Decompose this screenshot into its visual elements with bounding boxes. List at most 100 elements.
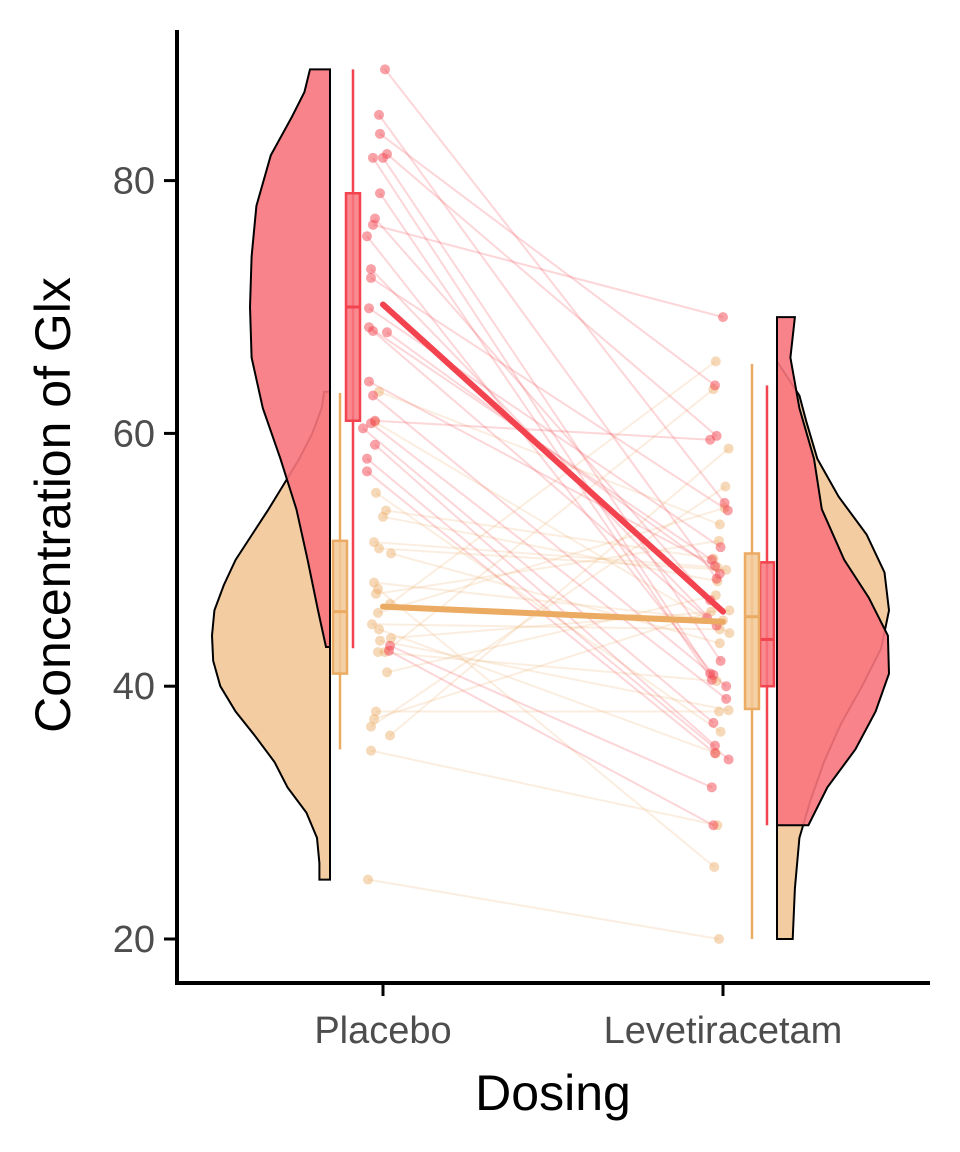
axes-layer (175, 30, 930, 985)
paired-line (378, 114, 718, 580)
data-point-placebo (382, 327, 392, 338)
data-point-placebo (368, 326, 378, 337)
data-point-placebo (366, 272, 376, 283)
paired-line (377, 588, 715, 868)
data-point-placebo (364, 303, 374, 314)
mean-line-orange (380, 603, 726, 625)
paired-line (382, 157, 722, 662)
y-tick-label: 40 (113, 666, 155, 708)
paired-line (373, 541, 718, 569)
paired-line (379, 192, 713, 681)
x-axis-title: Dosing (475, 1065, 631, 1121)
data-point-placebo (363, 874, 373, 885)
y-tick-label: 60 (113, 413, 155, 455)
paired-line (377, 507, 725, 614)
data-point-placebo (368, 152, 378, 163)
points-layer (358, 64, 735, 944)
paired-line (362, 427, 715, 724)
paired-line (374, 419, 711, 441)
data-point-placebo (369, 714, 379, 725)
paired-line (370, 277, 729, 512)
data-point-placebo (371, 706, 381, 717)
data-point-levetiracetam (714, 568, 725, 579)
paired-line (370, 485, 726, 728)
data-point-levetiracetam (714, 638, 725, 649)
x-tick-label: Levetiracetam (604, 1010, 843, 1052)
mean-lines-layer (380, 301, 726, 625)
paired-line (370, 749, 718, 827)
data-point-placebo (373, 607, 383, 618)
data-point-levetiracetam (709, 861, 720, 872)
data-point-placebo (385, 730, 395, 741)
paired-line (372, 330, 708, 619)
data-point-levetiracetam (705, 434, 716, 445)
data-point-levetiracetam (714, 519, 725, 530)
ticks-layer: 20 40 60 80 Placebo Levetiracetam (113, 161, 843, 1052)
data-point-levetiracetam (708, 820, 719, 831)
data-point-levetiracetam (718, 312, 728, 323)
box-body (331, 539, 349, 675)
paired-line (377, 651, 717, 683)
paired-line (374, 217, 711, 601)
data-point-placebo (374, 543, 384, 554)
violins-layer (210, 68, 891, 940)
data-point-placebo (367, 619, 377, 630)
data-point-levetiracetam (710, 740, 720, 751)
data-point-levetiracetam (710, 380, 720, 391)
paired-line (367, 878, 720, 940)
violin-red (248, 68, 331, 649)
data-point-placebo (366, 745, 376, 756)
data-point-levetiracetam (710, 356, 721, 367)
y-tick-label: 20 (113, 919, 155, 961)
data-point-placebo (386, 633, 396, 644)
data-point-levetiracetam (708, 669, 719, 680)
data-point-levetiracetam (715, 655, 726, 666)
y-axis-title: Concentration of Glx (25, 277, 81, 733)
paired-line (378, 547, 727, 571)
paired-line (386, 153, 718, 437)
box-body (758, 561, 776, 688)
paired-line (389, 360, 717, 605)
data-point-placebo (371, 588, 381, 599)
data-point-placebo (364, 376, 374, 387)
data-point-placebo (358, 423, 368, 434)
data-point-placebo (373, 583, 383, 594)
paired-line (366, 235, 715, 676)
data-point-placebo (362, 231, 372, 242)
violin-red (776, 316, 891, 827)
paired-line (379, 639, 729, 712)
data-point-placebo (368, 219, 378, 230)
data-point-placebo (369, 577, 379, 588)
data-point-levetiracetam (706, 782, 717, 793)
data-point-levetiracetam (715, 542, 726, 553)
data-point-placebo (373, 647, 383, 658)
paired-line (372, 157, 712, 675)
paired-line (366, 457, 730, 761)
paired-line (382, 515, 718, 583)
data-point-placebo (381, 505, 391, 516)
data-point-placebo (374, 109, 384, 120)
paired-line (390, 609, 730, 640)
mean-line-red (380, 301, 726, 615)
paired-line (389, 644, 713, 789)
paired-line (374, 444, 716, 747)
paired-line (372, 394, 727, 687)
data-point-levetiracetam (722, 505, 733, 516)
data-point-levetiracetam (710, 748, 720, 759)
data-point-levetiracetam (724, 605, 735, 616)
data-point-levetiracetam (724, 628, 735, 639)
data-point-levetiracetam (723, 754, 734, 765)
paired-line (372, 223, 724, 319)
paired-line (386, 331, 721, 575)
data-point-levetiracetam (708, 717, 719, 728)
paired-line (384, 68, 726, 504)
data-point-placebo (375, 635, 385, 646)
data-point-placebo (384, 645, 394, 656)
data-point-levetiracetam (719, 497, 730, 508)
data-point-placebo (362, 466, 372, 477)
data-point-placebo (374, 624, 384, 635)
data-point-levetiracetam (714, 706, 724, 717)
data-point-levetiracetam (723, 705, 734, 716)
data-point-placebo (380, 64, 390, 75)
